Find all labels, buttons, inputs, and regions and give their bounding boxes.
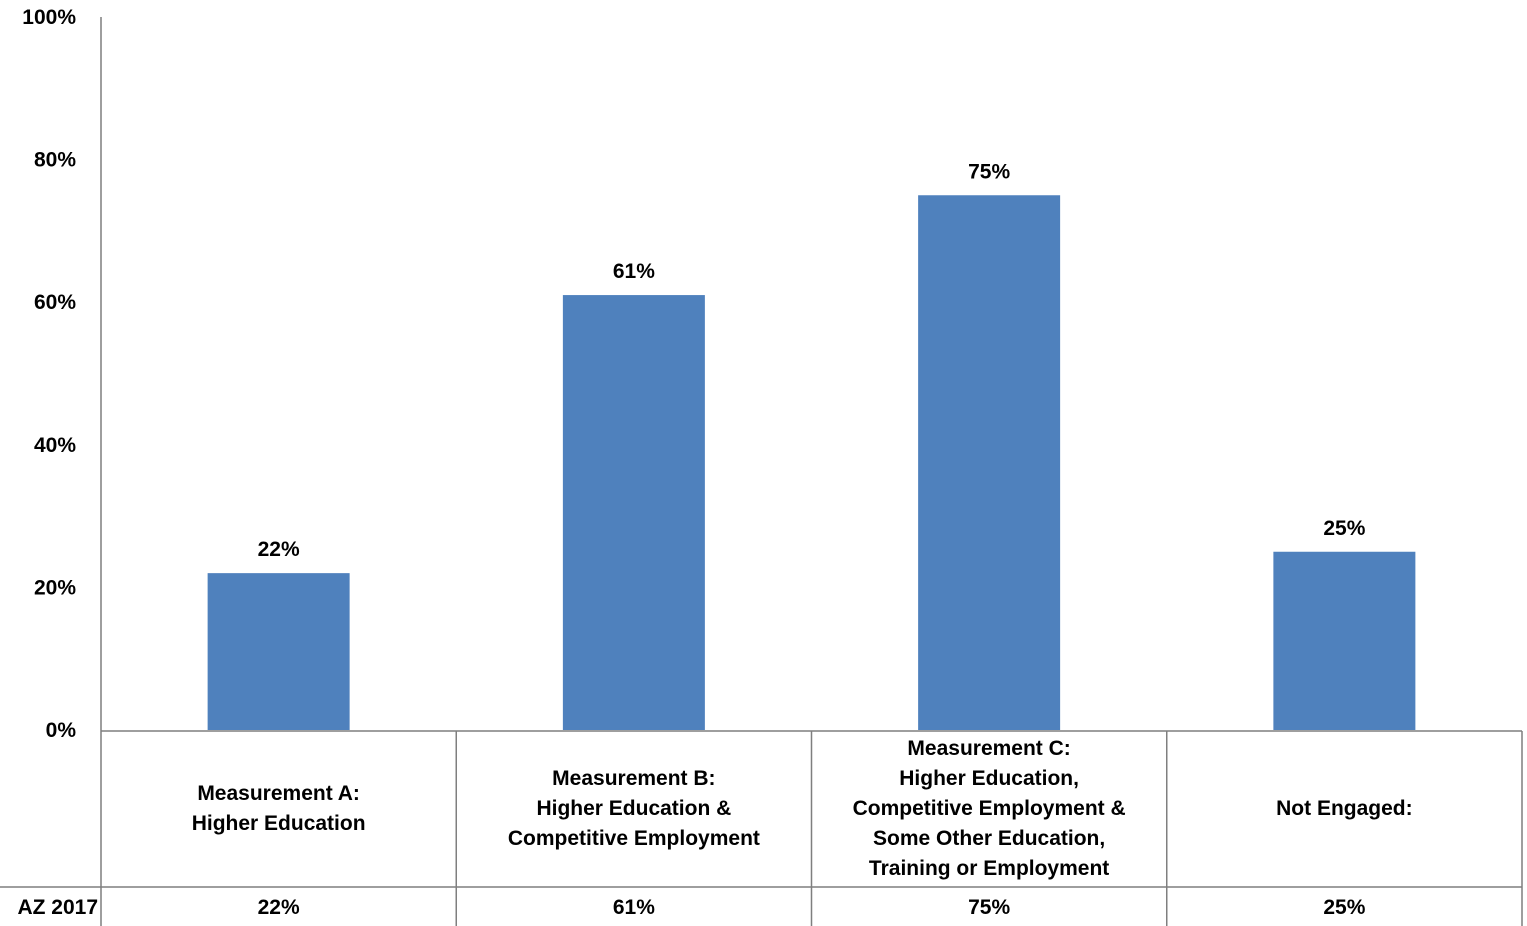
- y-tick-label: 100%: [22, 6, 76, 29]
- y-tick-label: 40%: [34, 434, 76, 457]
- bar: [562, 295, 705, 730]
- table-value: 61%: [612, 895, 655, 919]
- table-value: 25%: [1323, 895, 1366, 919]
- category-label: Measurement B: Higher Education & Compet…: [507, 767, 760, 850]
- bar: [207, 573, 350, 730]
- bar: [918, 195, 1061, 730]
- y-tick-label: 60%: [34, 291, 76, 314]
- bar: [1273, 551, 1416, 730]
- category-label: Not Engaged:: [1276, 797, 1413, 820]
- y-tick-label: 0%: [46, 719, 77, 742]
- y-tick-label: 20%: [34, 576, 76, 599]
- category-label: Measurement A: Higher Education: [191, 782, 366, 835]
- table-value: 75%: [968, 895, 1011, 919]
- data-label: 22%: [258, 538, 300, 561]
- data-label: 75%: [968, 160, 1010, 183]
- data-label: 61%: [613, 260, 655, 283]
- table-value: 22%: [257, 895, 300, 919]
- category-label: Measurement C: Higher Education, Competi…: [852, 737, 1126, 880]
- data-label: 25%: [1323, 517, 1365, 540]
- series-row-label: AZ 2017: [17, 895, 98, 919]
- y-tick-label: 80%: [34, 149, 76, 172]
